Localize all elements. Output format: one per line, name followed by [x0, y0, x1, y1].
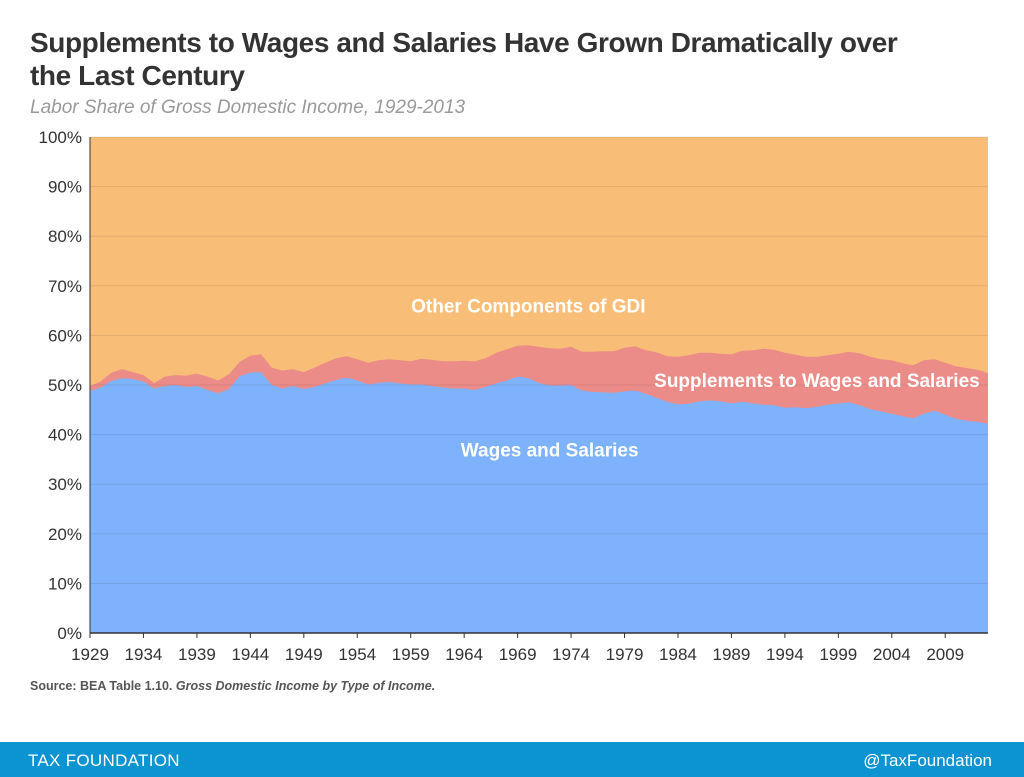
source-note: Source: BEA Table 1.10. Gross Domestic I…	[30, 679, 435, 693]
footer-handle: @TaxFoundation	[863, 751, 992, 770]
y-tick-label: 40%	[48, 426, 82, 445]
source-prefix: Source: BEA Table 1.10.	[30, 679, 176, 693]
wages-area	[90, 372, 988, 633]
y-tick-label: 20%	[48, 525, 82, 544]
x-tick-label: 1979	[606, 645, 644, 664]
y-tick-label: 100%	[39, 128, 82, 147]
y-tick-label: 10%	[48, 574, 82, 593]
other-components-label: Other Components of GDI	[411, 297, 645, 318]
x-tick-label: 1939	[178, 645, 216, 664]
y-tick-label: 90%	[48, 178, 82, 197]
x-tick-label: 1954	[338, 645, 376, 664]
x-tick-label: 1999	[819, 645, 857, 664]
x-tick-label: 1929	[71, 645, 109, 664]
x-tick-label: 1944	[231, 645, 269, 664]
x-tick-label: 1934	[125, 645, 163, 664]
labor-share-chart: 0% 10% 20% 30% 40% 50% 60% 70% 80% 90% 100% 1929 193…	[39, 128, 988, 664]
x-tick-label: 1974	[552, 645, 590, 664]
x-tick-label: 1969	[499, 645, 537, 664]
x-tick-label: 2009	[926, 645, 964, 664]
y-tick-label: 60%	[48, 326, 82, 345]
chart-title: Supplements to Wages and Salaries Have G…	[30, 27, 898, 91]
footer-brand: TAX FOUNDATION	[28, 751, 180, 770]
x-tick-label: 1959	[392, 645, 430, 664]
footer-bar: TAX FOUNDATION @TaxFoundation	[0, 742, 1024, 777]
source-title: Gross Domestic Income by Type of Income.	[175, 679, 436, 693]
y-tick-label: 50%	[48, 376, 82, 395]
chart-subtitle: Labor Share of Gross Domestic Income, 19…	[30, 97, 466, 118]
x-tick-label: 1994	[766, 645, 804, 664]
x-tick-label: 1989	[713, 645, 751, 664]
x-tick-label: 2004	[873, 645, 911, 664]
x-tick-label: 1984	[659, 645, 697, 664]
y-tick-label: 0%	[57, 624, 82, 643]
y-tick-label: 80%	[48, 227, 82, 246]
y-tick-label: 70%	[48, 277, 82, 296]
y-tick-label: 30%	[48, 475, 82, 494]
wages-label: Wages and Salaries	[461, 440, 639, 461]
supplements-label: Supplements to Wages and Salaries	[654, 371, 980, 392]
x-tick-label: 1964	[445, 645, 483, 664]
x-tick-label: 1949	[285, 645, 323, 664]
